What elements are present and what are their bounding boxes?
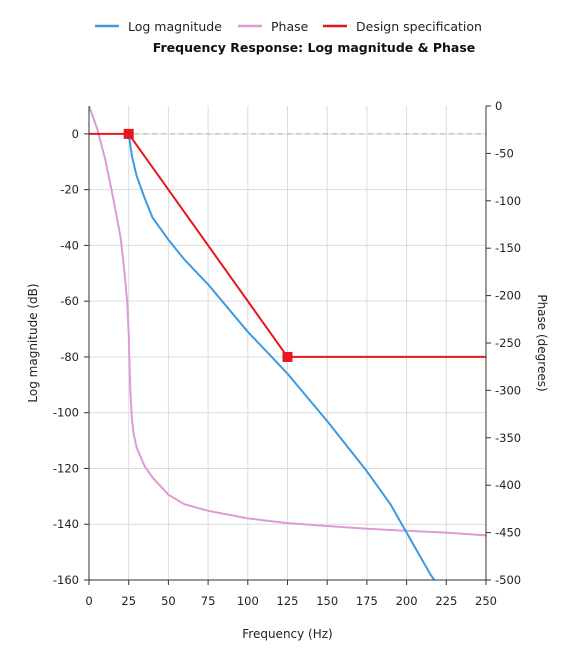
y-right-tick-label: -200 [495, 289, 521, 303]
y-right-tick-label: -100 [495, 194, 521, 208]
series-line-log-magnitude [127, 133, 436, 580]
x-axis-label: Frequency (Hz) [242, 627, 333, 641]
legend-label: Log magnitude [128, 19, 222, 34]
y-right-tick-label: -250 [495, 336, 521, 350]
y-right-tick-label: -150 [495, 241, 521, 255]
legend-label: Phase [271, 19, 309, 34]
y-right-tick-label: -300 [495, 383, 521, 397]
legend: Log magnitude Phase Design specification [95, 19, 482, 34]
spec-marker [123, 128, 134, 139]
y-right-tick-label: 0 [495, 99, 502, 113]
y-left-tick-label: -80 [60, 350, 79, 364]
x-tick-label: 175 [356, 594, 378, 608]
y-left-tick-label: -20 [60, 183, 79, 197]
y-left-tick-label: 0 [72, 127, 79, 141]
x-tick-label: 200 [396, 594, 418, 608]
y-left-tick-label: -40 [60, 238, 79, 252]
y-right-tick-label: -500 [495, 573, 521, 587]
spec-marker [282, 351, 293, 362]
x-tick-label: 100 [237, 594, 259, 608]
series-line-phase [89, 106, 486, 537]
x-tick-label: 0 [85, 594, 92, 608]
chart-title: Frequency Response: Log magnitude & Phas… [153, 40, 476, 55]
y-right-tick-label: -50 [495, 146, 514, 160]
y-right-axis-label: Phase (degrees) [535, 294, 549, 391]
x-tick-label: 250 [475, 594, 497, 608]
x-tick-label: 75 [201, 594, 216, 608]
y-left-tick-label: -120 [53, 461, 79, 475]
y-left-tick-label: -140 [53, 517, 79, 531]
grid [89, 106, 487, 581]
y-left-axis-label: Log magnitude (dB) [26, 283, 40, 402]
legend-label: Design specification [356, 19, 482, 34]
x-tick-label: 150 [316, 594, 338, 608]
y-right-tick-label: -350 [495, 431, 521, 445]
y-right-tick-label: -450 [495, 526, 521, 540]
x-tick-label: 225 [435, 594, 457, 608]
x-tick-label: 125 [277, 594, 299, 608]
series-line-design-specification [89, 132, 486, 358]
y-left-tick-label: -100 [53, 406, 79, 420]
x-tick-label: 50 [161, 594, 176, 608]
series-layer [89, 106, 486, 580]
y-left-tick-label: -160 [53, 573, 79, 587]
y-left-tick-label: -60 [60, 294, 79, 308]
axes: 0 25 50 75 100 125 150 175 200 225 250 0 -20 -40 -60 -8… [53, 99, 521, 608]
y-right-tick-label: -400 [495, 478, 521, 492]
x-tick-label: 25 [121, 594, 136, 608]
